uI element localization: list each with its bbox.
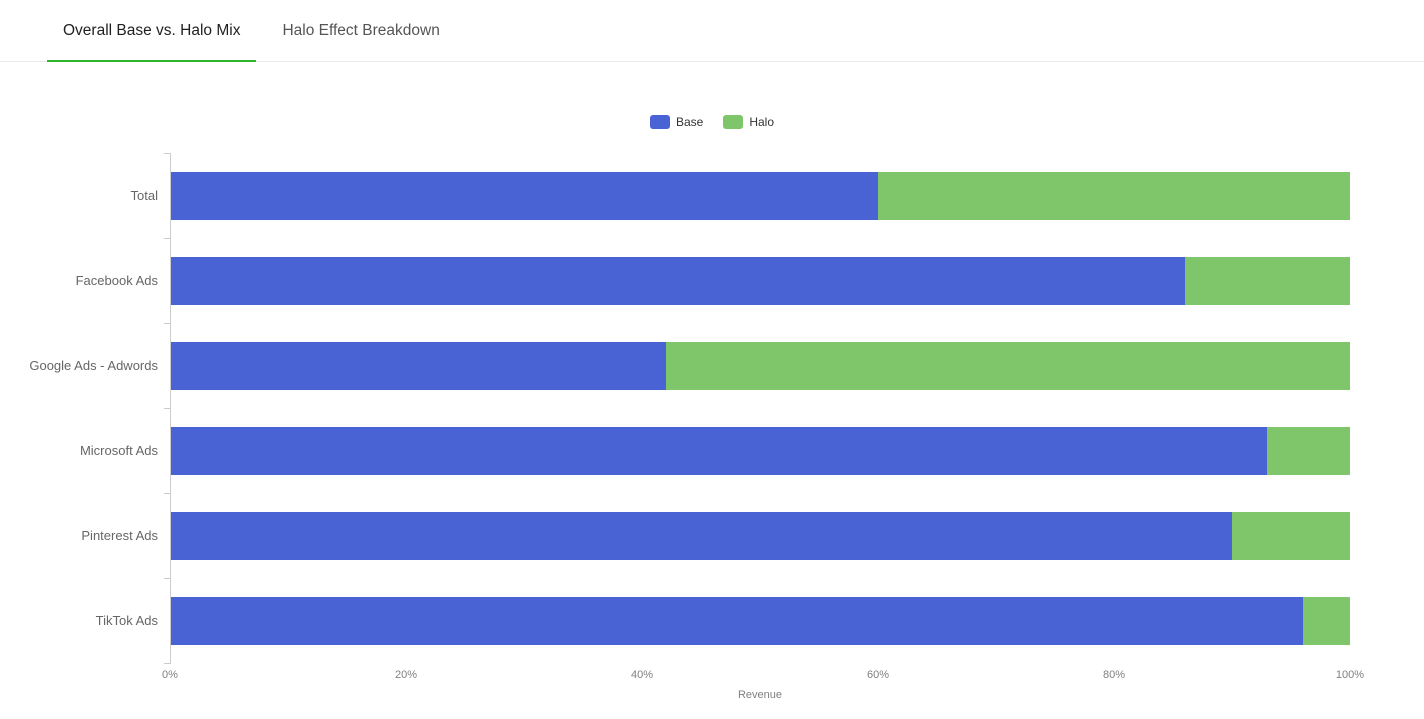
bar-track — [170, 341, 1350, 390]
bar-segment-base[interactable] — [170, 596, 1303, 645]
y-axis-tick — [164, 408, 171, 409]
chart-row: Total — [0, 153, 1424, 238]
category-label: Total — [130, 188, 158, 203]
bar-track — [170, 426, 1350, 475]
bar-track — [170, 511, 1350, 560]
x-tick-label: 100% — [1335, 669, 1365, 681]
y-axis-tick — [164, 578, 171, 579]
x-tick-label: 40% — [630, 669, 654, 681]
bar-segment-halo[interactable] — [1267, 426, 1350, 475]
chart-rows: Total Facebook Ads Google Ads - Adwords Mic… — [0, 153, 1424, 663]
y-axis-tick — [164, 153, 171, 154]
tab-label: Halo Effect Breakdown — [282, 21, 440, 39]
legend-item-base[interactable]: Base — [649, 114, 704, 129]
bar-track — [170, 171, 1350, 220]
bar-segment-base[interactable] — [170, 256, 1185, 305]
stacked-bar-chart: Base Halo Total Facebook Ads Google Ads - … — [0, 114, 1424, 701]
legend-swatch-halo — [723, 114, 744, 129]
legend-item-halo[interactable]: Halo — [723, 114, 775, 129]
tab-halo-effect-breakdown[interactable]: Halo Effect Breakdown — [266, 0, 455, 61]
tab-label: Overall Base vs. Halo Mix — [63, 21, 241, 39]
bar-track — [170, 256, 1350, 305]
bar-segment-base[interactable] — [170, 511, 1232, 560]
y-axis-tick — [164, 323, 171, 324]
bar-track — [170, 596, 1350, 645]
y-axis-tick — [164, 663, 171, 664]
x-axis-title: Revenue — [737, 689, 783, 701]
x-tick-label: 80% — [1102, 669, 1126, 681]
chart-row: Pinterest Ads — [0, 493, 1424, 578]
plot-area: Total Facebook Ads Google Ads - Adwords Mic… — [0, 153, 1424, 664]
bar-segment-halo[interactable] — [1302, 596, 1350, 645]
chart-row: TikTok Ads — [0, 578, 1424, 663]
bar-segment-halo[interactable] — [1232, 511, 1350, 560]
category-label: Pinterest Ads — [81, 528, 158, 543]
category-label: Facebook Ads — [75, 273, 158, 288]
bar-segment-base[interactable] — [170, 341, 666, 390]
category-label: Microsoft Ads — [79, 443, 158, 458]
category-label: Google Ads - Adwords — [29, 358, 158, 373]
category-label: TikTok Ads — [95, 613, 158, 628]
bar-segment-halo[interactable] — [1184, 256, 1350, 305]
x-tick-label: 60% — [866, 669, 890, 681]
y-axis-tick — [164, 493, 171, 494]
bar-segment-halo[interactable] — [878, 171, 1350, 220]
x-axis-ticks: 0% 20% 40% 60% 80% 100% — [162, 663, 1364, 681]
chart-legend: Base Halo — [0, 114, 1424, 129]
legend-label-halo: Halo — [749, 114, 775, 129]
tab-overall-base-vs-halo-mix[interactable]: Overall Base vs. Halo Mix — [47, 0, 257, 62]
bar-segment-halo[interactable] — [665, 341, 1350, 390]
chart-row: Microsoft Ads — [0, 408, 1424, 493]
legend-label-base: Base — [675, 114, 704, 129]
chart-row: Facebook Ads — [0, 238, 1424, 323]
x-tick-label: 0% — [162, 669, 178, 681]
x-tick-label: 20% — [394, 669, 418, 681]
chart-row: Google Ads - Adwords — [0, 323, 1424, 408]
legend-swatch-base — [649, 114, 670, 129]
y-axis-tick — [164, 238, 171, 239]
bar-segment-base[interactable] — [170, 426, 1268, 475]
bar-segment-base[interactable] — [170, 171, 878, 220]
tab-bar: Overall Base vs. Halo Mix Halo Effect Br… — [0, 0, 1424, 62]
